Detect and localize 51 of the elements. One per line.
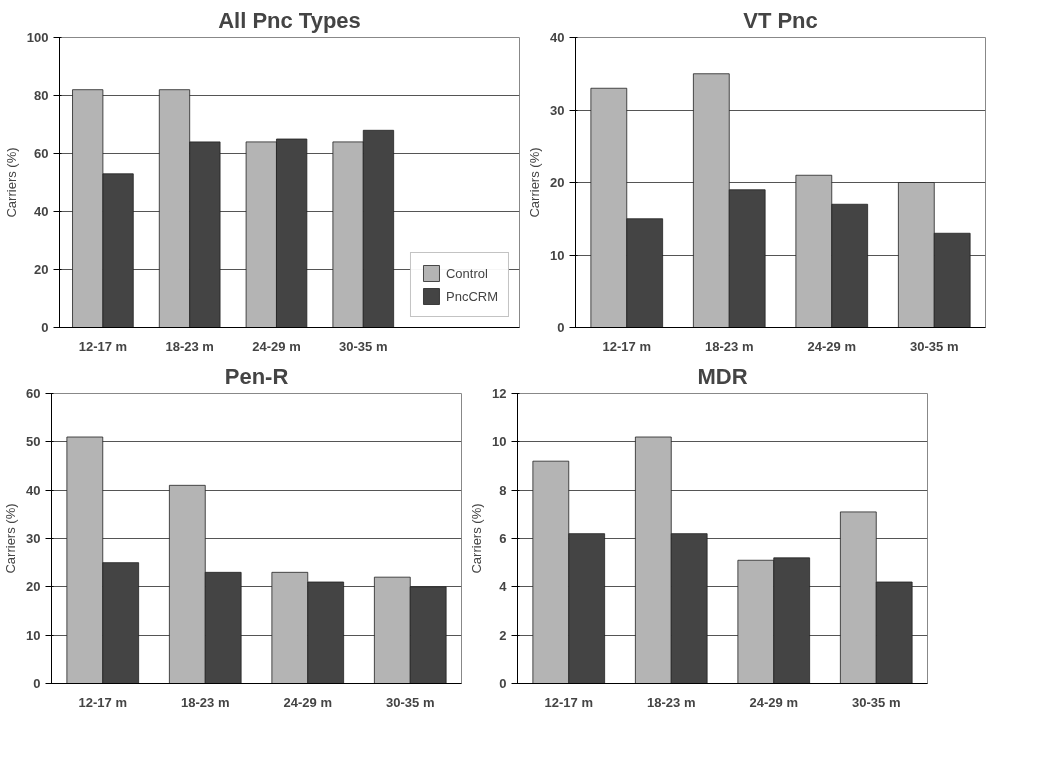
y-tick-label: 12 <box>492 386 507 401</box>
x-tick-label: 24-29 m <box>807 338 856 354</box>
y-tick-label: 10 <box>26 627 41 643</box>
y-tick-label: 30 <box>26 531 41 546</box>
y-tick-label: 60 <box>34 146 49 161</box>
x-tick-label: 30-35 m <box>339 338 388 354</box>
x-tick-label: 30-35 m <box>852 694 901 710</box>
y-tick-label: 8 <box>499 482 507 498</box>
y-tick-label: 0 <box>499 676 507 691</box>
x-tick-label: 12-17 m <box>544 694 593 710</box>
y-tick-label: 30 <box>550 102 565 118</box>
x-tick-label: 18-23 m <box>181 694 230 710</box>
x-tick-label: 24-29 m <box>252 338 301 354</box>
x-tick-label: 24-29 m <box>283 694 332 710</box>
y-axis-title: Carriers (%) <box>527 147 543 218</box>
y-tick-label: 40 <box>34 204 49 219</box>
chart-title: All Pnc Types <box>218 7 361 33</box>
legend-label: Control <box>445 265 488 281</box>
chart-title: VT Pnc <box>743 7 818 33</box>
x-tick-label: 12-17 m <box>602 338 651 354</box>
y-tick-label: 40 <box>550 30 565 45</box>
y-tick-label: 40 <box>26 482 41 498</box>
y-tick-label: 6 <box>499 531 507 546</box>
y-tick-label: 20 <box>550 175 565 190</box>
y-tick-label: 10 <box>550 247 565 263</box>
y-tick-label: 0 <box>41 320 49 335</box>
x-tick-label: 24-29 m <box>749 694 798 710</box>
y-tick-label: 20 <box>34 262 49 277</box>
x-tick-label: 30-35 m <box>386 694 435 710</box>
chart-title: Pen-R <box>224 363 289 389</box>
legend-label: PncCRM <box>445 288 498 304</box>
y-tick-label: 0 <box>557 320 565 335</box>
chart-title: MDR <box>697 363 748 389</box>
x-tick-label: 12-17 m <box>78 694 127 710</box>
x-tick-label: 18-23 m <box>647 694 696 710</box>
y-axis-title: Carriers (%) <box>3 147 19 218</box>
y-tick-label: 50 <box>26 434 41 450</box>
y-tick-label: 80 <box>34 88 49 103</box>
y-tick-label: 60 <box>26 386 41 401</box>
y-tick-label: 4 <box>499 579 508 595</box>
y-tick-label: 0 <box>33 676 41 691</box>
y-tick-label: 20 <box>26 579 41 595</box>
y-tick-label: 2 <box>499 627 507 643</box>
x-tick-label: 18-23 m <box>705 338 754 354</box>
x-tick-label: 30-35 m <box>910 338 959 354</box>
x-tick-label: 12-17 m <box>78 338 128 354</box>
y-tick-label: 10 <box>492 434 507 450</box>
y-axis-title: Carriers (%) <box>3 503 19 574</box>
y-tick-label: 100 <box>26 30 49 45</box>
x-tick-label: 18-23 m <box>165 338 214 354</box>
y-axis-title: Carriers (%) <box>469 503 485 574</box>
